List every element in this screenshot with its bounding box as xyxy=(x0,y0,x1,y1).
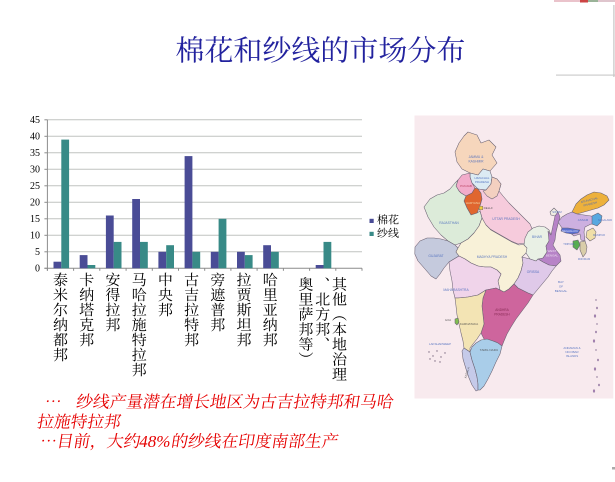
svg-text:PUNJAB: PUNJAB xyxy=(460,184,472,188)
svg-text:48%: 48% xyxy=(139,432,170,451)
svg-text:KERALA: KERALA xyxy=(463,367,470,379)
svg-text:BENGAL: BENGAL xyxy=(546,254,559,258)
svg-text:ARUNACHAL: ARUNACHAL xyxy=(580,196,599,204)
svg-text:KASHMIR: KASHMIR xyxy=(468,160,484,164)
svg-text:NICOBAR: NICOBAR xyxy=(565,350,578,354)
svg-text:ORISSA: ORISSA xyxy=(527,270,540,274)
svg-text:25: 25 xyxy=(30,181,40,192)
svg-text:BENGAL: BENGAL xyxy=(555,289,568,293)
svg-text:BAY: BAY xyxy=(558,280,564,284)
svg-text:5: 5 xyxy=(35,247,40,258)
svg-text:TRIPURA: TRIPURA xyxy=(563,242,575,246)
svg-text:OF: OF xyxy=(559,285,563,289)
svg-text:MAHARASHTRA: MAHARASHTRA xyxy=(443,288,469,292)
svg-text:ISLANDS: ISLANDS xyxy=(566,354,578,358)
svg-text:GUJARAT: GUJARAT xyxy=(428,254,443,258)
svg-text:DELHI: DELHI xyxy=(484,206,493,210)
svg-text:MANIPUR: MANIPUR xyxy=(593,233,605,237)
svg-text:HARYANA: HARYANA xyxy=(466,201,480,205)
svg-text:15: 15 xyxy=(30,214,40,225)
svg-text:RAJASTHAN: RAJASTHAN xyxy=(439,221,459,225)
svg-text:TAMIL NADU: TAMIL NADU xyxy=(480,348,498,352)
svg-text:30: 30 xyxy=(30,165,40,176)
svg-text:HIMACHAL: HIMACHAL xyxy=(475,176,490,180)
svg-text:SIKKIM: SIKKIM xyxy=(552,210,562,214)
svg-text:JAMMU &: JAMMU & xyxy=(469,155,485,159)
svg-text:MADHYA PRADESH: MADHYA PRADESH xyxy=(477,255,508,259)
svg-text:LAKSHADWEEP: LAKSHADWEEP xyxy=(429,342,451,346)
svg-text:NAGALAND: NAGALAND xyxy=(598,218,612,222)
svg-text:ANDHRA: ANDHRA xyxy=(495,308,509,312)
svg-text:45: 45 xyxy=(30,115,40,126)
svg-text:40: 40 xyxy=(30,132,40,143)
svg-text:PRADESH: PRADESH xyxy=(583,200,598,207)
svg-text:0: 0 xyxy=(35,264,40,275)
svg-text:UTTAR PRADESH: UTTAR PRADESH xyxy=(492,217,520,221)
svg-text:PRADESH: PRADESH xyxy=(494,313,510,317)
svg-text:PRADESH: PRADESH xyxy=(475,180,489,184)
svg-text:ANDAMAN &: ANDAMAN & xyxy=(563,346,580,350)
svg-text:MIZORAM: MIZORAM xyxy=(578,257,590,261)
svg-text:WEST: WEST xyxy=(548,249,557,253)
svg-text:KARNATAKA: KARNATAKA xyxy=(460,322,479,326)
svg-text:ASSAM: ASSAM xyxy=(578,218,589,222)
svg-text:GOA: GOA xyxy=(445,318,451,322)
svg-text:BIHAR: BIHAR xyxy=(532,235,543,239)
svg-text:20: 20 xyxy=(30,198,40,209)
svg-text:MEGHALAYA: MEGHALAYA xyxy=(562,229,578,233)
svg-text:10: 10 xyxy=(30,231,40,242)
svg-text:35: 35 xyxy=(30,148,40,159)
